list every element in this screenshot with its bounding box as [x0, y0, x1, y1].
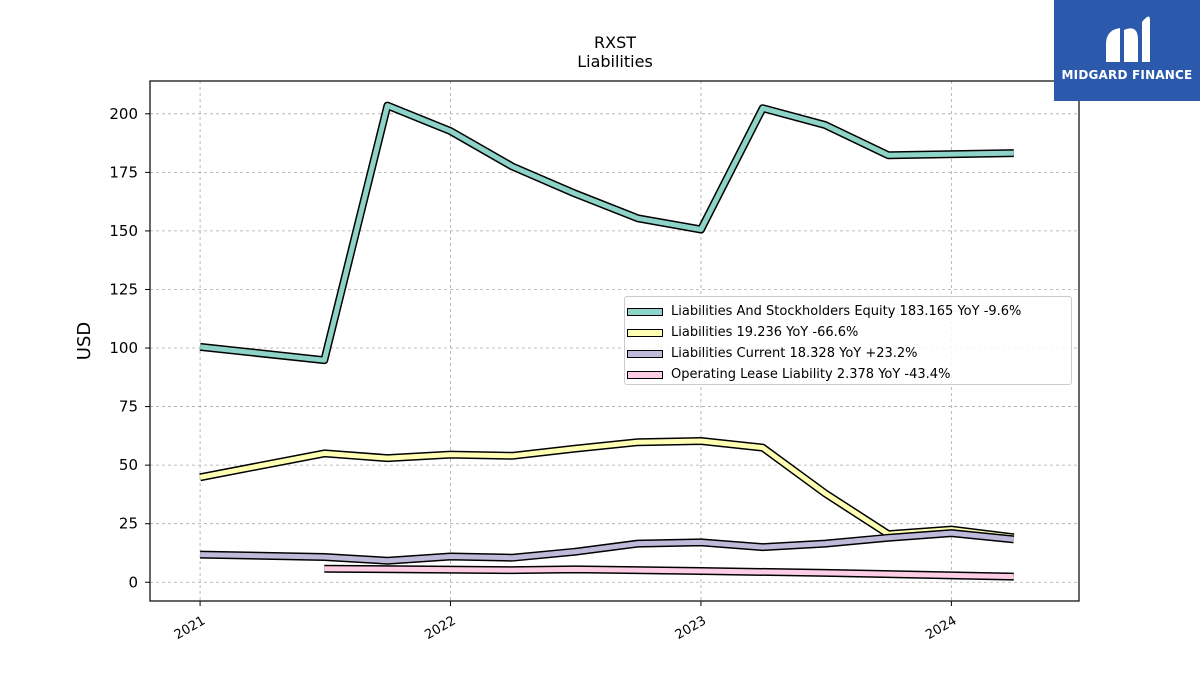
legend-swatch-lease	[627, 370, 663, 379]
legend-label-lease: Operating Lease Liability 2.378 YoY -43.…	[671, 367, 951, 382]
x-tick-label: 2022	[422, 613, 458, 643]
y-tick-label: 75	[119, 398, 138, 416]
legend-item-liabilities: Liabilities 19.236 YoY -66.6%	[625, 322, 1071, 343]
y-tick-label: 100	[109, 339, 138, 357]
series-group	[199, 101, 1015, 581]
x-tick-label: 2021	[172, 613, 208, 643]
logo-mark-icon	[1106, 16, 1150, 63]
x-tick-label: 2024	[923, 613, 959, 643]
logo-text: MIDGARD FINANCE	[1061, 68, 1193, 82]
legend-item-current: Liabilities Current 18.328 YoY +23.2%	[625, 343, 1071, 364]
plot-frame	[149, 80, 1080, 602]
legend: Liabilities And Stockholders Equity 183.…	[624, 296, 1072, 385]
midgard-finance-logo: MIDGARD FINANCE	[1054, 0, 1200, 101]
y-tick-label: 175	[109, 163, 138, 181]
x-tick-label: 2023	[673, 613, 709, 643]
x-ticks: 2021 2022 2023 2024	[172, 601, 959, 643]
legend-item-lease: Operating Lease Liability 2.378 YoY -43.…	[625, 364, 1071, 385]
y-ticks: 0 25 50 75 100 125 150 175 200	[109, 105, 150, 591]
series-line-2	[200, 530, 1015, 564]
legend-item-equity: Liabilities And Stockholders Equity 183.…	[625, 301, 1071, 322]
y-tick-label: 200	[109, 105, 138, 123]
chart-subtitle: Liabilities	[577, 52, 653, 71]
y-tick-label: 125	[109, 280, 138, 298]
legend-label-equity: Liabilities And Stockholders Equity 183.…	[671, 304, 1022, 319]
y-tick-label: 25	[119, 515, 138, 533]
series-line-1	[199, 438, 1015, 540]
series-line-0	[199, 103, 1014, 363]
chart-title: RXST	[594, 33, 636, 52]
series-line-3	[324, 566, 1014, 580]
legend-swatch-liabilities	[627, 328, 663, 337]
legend-label-current: Liabilities Current 18.328 YoY +23.2%	[671, 346, 918, 361]
legend-swatch-equity	[627, 307, 663, 316]
y-tick-label: 150	[109, 222, 138, 240]
y-tick-label: 50	[119, 456, 138, 474]
legend-label-liabilities: Liabilities 19.236 YoY -66.6%	[671, 325, 859, 340]
y-axis-label: USD	[74, 322, 95, 360]
legend-swatch-current	[627, 349, 663, 358]
y-tick-label: 0	[128, 573, 138, 591]
